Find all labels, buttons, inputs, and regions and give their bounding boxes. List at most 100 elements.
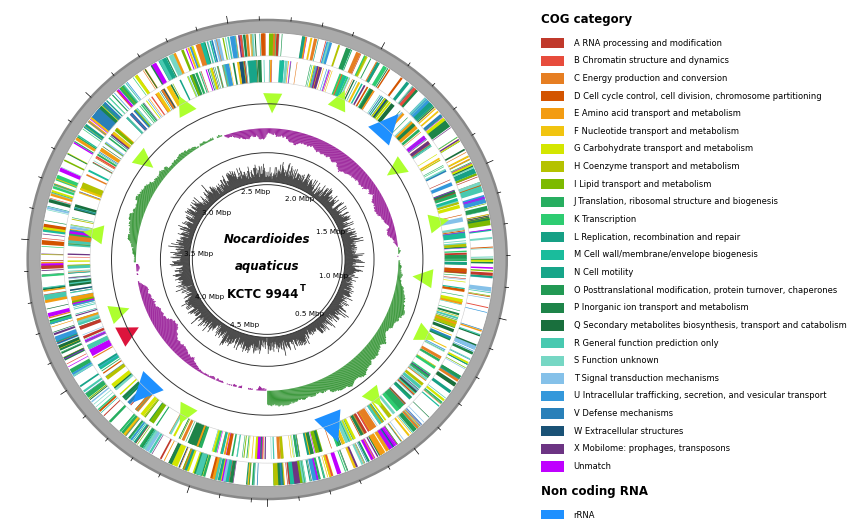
Wedge shape bbox=[188, 238, 192, 239]
Wedge shape bbox=[53, 185, 75, 193]
Wedge shape bbox=[452, 165, 473, 176]
Wedge shape bbox=[300, 182, 303, 189]
Wedge shape bbox=[334, 298, 347, 306]
Wedge shape bbox=[453, 342, 474, 352]
Wedge shape bbox=[139, 428, 153, 447]
Wedge shape bbox=[194, 306, 205, 314]
Wedge shape bbox=[309, 65, 315, 88]
Wedge shape bbox=[309, 38, 317, 61]
Wedge shape bbox=[264, 33, 265, 56]
Wedge shape bbox=[290, 334, 295, 350]
Wedge shape bbox=[279, 462, 284, 485]
Wedge shape bbox=[51, 192, 73, 199]
Wedge shape bbox=[133, 258, 136, 260]
Wedge shape bbox=[415, 354, 436, 369]
Wedge shape bbox=[263, 388, 264, 391]
Wedge shape bbox=[392, 299, 403, 304]
Wedge shape bbox=[470, 271, 492, 276]
Wedge shape bbox=[384, 426, 397, 444]
Wedge shape bbox=[120, 414, 135, 432]
Wedge shape bbox=[158, 322, 176, 334]
Wedge shape bbox=[189, 288, 195, 291]
Wedge shape bbox=[43, 227, 65, 234]
Wedge shape bbox=[430, 125, 449, 139]
Wedge shape bbox=[177, 240, 191, 244]
Wedge shape bbox=[41, 254, 64, 255]
Wedge shape bbox=[311, 183, 320, 196]
Wedge shape bbox=[331, 424, 341, 445]
Wedge shape bbox=[338, 76, 348, 98]
Wedge shape bbox=[214, 457, 220, 480]
Bar bbox=[541, 144, 563, 154]
Wedge shape bbox=[443, 279, 465, 282]
Wedge shape bbox=[412, 144, 430, 159]
Wedge shape bbox=[258, 386, 260, 390]
Wedge shape bbox=[301, 329, 309, 344]
Wedge shape bbox=[305, 459, 311, 482]
Wedge shape bbox=[201, 143, 204, 145]
Wedge shape bbox=[167, 336, 177, 345]
Wedge shape bbox=[133, 250, 136, 251]
Wedge shape bbox=[242, 335, 247, 352]
Wedge shape bbox=[321, 42, 330, 64]
Wedge shape bbox=[115, 128, 133, 145]
Wedge shape bbox=[356, 356, 367, 368]
Wedge shape bbox=[193, 147, 195, 150]
Text: J Translation, ribosomal structure and biogenesis: J Translation, ribosomal structure and b… bbox=[573, 197, 777, 207]
Wedge shape bbox=[226, 384, 227, 385]
Wedge shape bbox=[170, 84, 183, 105]
Wedge shape bbox=[435, 371, 456, 387]
Wedge shape bbox=[257, 463, 258, 485]
Wedge shape bbox=[144, 300, 153, 304]
Wedge shape bbox=[344, 269, 362, 271]
Wedge shape bbox=[193, 223, 197, 225]
Wedge shape bbox=[356, 355, 369, 368]
Wedge shape bbox=[165, 333, 177, 343]
Wedge shape bbox=[369, 404, 383, 422]
Wedge shape bbox=[292, 333, 297, 346]
Wedge shape bbox=[458, 327, 480, 336]
Wedge shape bbox=[120, 414, 134, 431]
Wedge shape bbox=[368, 63, 380, 83]
Wedge shape bbox=[338, 291, 350, 297]
Wedge shape bbox=[319, 193, 328, 202]
Wedge shape bbox=[331, 303, 346, 312]
Wedge shape bbox=[42, 234, 65, 237]
Wedge shape bbox=[208, 140, 209, 142]
Wedge shape bbox=[261, 388, 262, 391]
Wedge shape bbox=[137, 426, 151, 445]
Wedge shape bbox=[437, 307, 459, 316]
Wedge shape bbox=[222, 65, 227, 87]
Wedge shape bbox=[319, 69, 326, 90]
Wedge shape bbox=[208, 190, 216, 200]
Wedge shape bbox=[194, 197, 208, 210]
Wedge shape bbox=[347, 164, 357, 174]
Wedge shape bbox=[130, 234, 138, 236]
Wedge shape bbox=[326, 376, 334, 392]
Wedge shape bbox=[183, 354, 189, 361]
Wedge shape bbox=[323, 197, 331, 206]
Wedge shape bbox=[141, 293, 150, 296]
Wedge shape bbox=[216, 66, 224, 88]
Wedge shape bbox=[242, 334, 246, 349]
Wedge shape bbox=[393, 293, 405, 297]
Wedge shape bbox=[257, 388, 259, 390]
Wedge shape bbox=[300, 330, 307, 343]
Wedge shape bbox=[195, 366, 198, 370]
Wedge shape bbox=[68, 243, 90, 246]
Wedge shape bbox=[340, 284, 350, 289]
Wedge shape bbox=[99, 354, 118, 368]
Wedge shape bbox=[187, 287, 195, 290]
Wedge shape bbox=[129, 219, 141, 223]
Wedge shape bbox=[131, 244, 137, 246]
Wedge shape bbox=[218, 325, 226, 338]
Wedge shape bbox=[302, 329, 305, 334]
Wedge shape bbox=[375, 207, 387, 213]
Wedge shape bbox=[349, 361, 362, 377]
Wedge shape bbox=[247, 171, 251, 184]
Wedge shape bbox=[444, 149, 465, 161]
Text: H Coenzyme transport and metabolism: H Coenzyme transport and metabolism bbox=[573, 162, 739, 171]
Wedge shape bbox=[149, 433, 163, 454]
Wedge shape bbox=[441, 292, 463, 296]
Wedge shape bbox=[181, 239, 191, 242]
